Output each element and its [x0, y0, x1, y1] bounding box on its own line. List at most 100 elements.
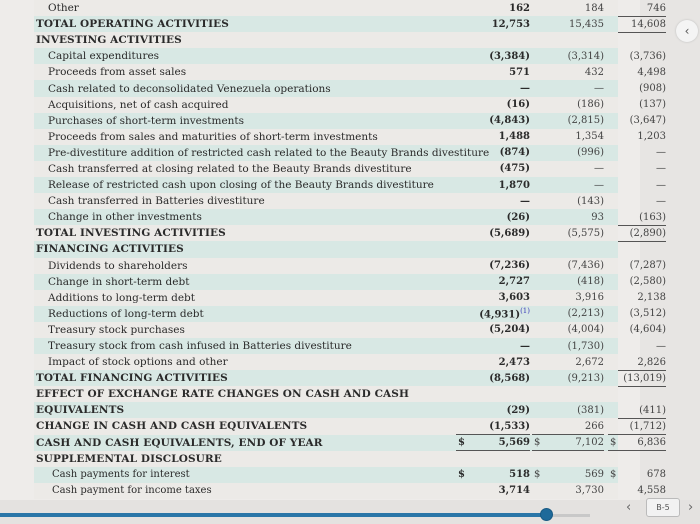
table-row: Purchases of short-term investments (4,84…: [34, 112, 666, 129]
value-cell-col1: $518: [452, 469, 530, 480]
cell-value: (2,815): [567, 115, 604, 127]
footnote-link[interactable]: (1): [520, 307, 530, 316]
cell-value: 93: [591, 211, 604, 223]
table-row: FINANCING ACTIVITIES: [34, 241, 618, 258]
cell-value: 184: [584, 2, 604, 14]
row-label: Cash transferred at closing related to t…: [48, 162, 412, 175]
table-row: TOTAL FINANCING ACTIVITIES (8,568) (9,213)…: [34, 370, 666, 387]
row-label: Cash transferred in Batteries divestitur…: [48, 195, 265, 208]
value-cell-col3: 2,826: [604, 357, 666, 371]
value-cell-col3: —: [604, 196, 666, 207]
cell-value: (137): [639, 99, 666, 111]
cell-value: —: [520, 340, 530, 352]
page-number-box[interactable]: B-5: [646, 498, 680, 517]
cell-value: (4,604): [629, 324, 666, 336]
cell-value: (163): [639, 211, 666, 223]
table-row: TOTAL OPERATING ACTIVITIES 12,753 15,435 14…: [34, 16, 666, 33]
cell-value: (9,213): [567, 372, 604, 384]
value-cell-col1: 2,727: [452, 276, 530, 287]
page-slider-thumb[interactable]: [540, 508, 553, 521]
value-cell-col3: $678: [604, 469, 666, 480]
table-row: Proceeds from asset sales 571 432 4,498: [34, 64, 666, 81]
table-row: CASH AND CASH EQUIVALENTS, END OF YEAR $5…: [34, 434, 666, 452]
section-heading: SUPPLEMENTAL DISCLOSURE: [36, 452, 222, 465]
table-row: SUPPLEMENTAL DISCLOSURE: [34, 450, 618, 467]
value-cell-col1: 571: [452, 67, 530, 78]
previous-page-button[interactable]: ‹: [626, 500, 632, 515]
value-cell-col2: (2,815): [528, 115, 604, 126]
value-cell-col3: (163): [604, 211, 666, 226]
value-cell-col2: 15,435: [528, 19, 604, 33]
row-label: Release of restricted cash upon closing …: [48, 179, 434, 192]
value-cell-col1: (4,843): [452, 115, 530, 126]
value-cell-col2: (3,314): [528, 51, 604, 62]
cell-value: (13,019): [623, 372, 666, 384]
cell-value: 4,558: [637, 485, 666, 497]
cell-value: (7,436): [567, 260, 604, 272]
table-row: Cash transferred in Batteries divestitur…: [34, 193, 666, 210]
statement-page: Other 162 184 746 TOTAL OPERATING ACTIVITIES…: [34, 2, 666, 499]
cell-value: 1,870: [498, 179, 530, 191]
table-row: Additions to long-term debt 3,603 3,916 2,1…: [34, 289, 666, 306]
value-cell-col2: 3,730: [528, 485, 604, 496]
value-cell-col1: 162: [452, 3, 530, 17]
cell-value: 5,569: [498, 437, 530, 449]
row-label: Cash related to deconsolidated Venezuela…: [48, 82, 331, 95]
value-cell-col1: 1,488: [452, 131, 530, 142]
cell-value: —: [656, 179, 666, 191]
value-cell-col1: —: [452, 196, 530, 207]
currency-symbol: $: [458, 469, 465, 481]
cell-value: 3,714: [498, 485, 530, 497]
section-heading: INVESTING ACTIVITIES: [36, 34, 182, 47]
section-heading: CASH AND CASH EQUIVALENTS, END OF YEAR: [36, 436, 323, 449]
value-cell-col2: 93: [528, 211, 604, 226]
cell-value: 3,916: [575, 292, 604, 304]
row-label: Proceeds from asset sales: [48, 66, 187, 79]
value-cell-col2: —: [528, 180, 604, 191]
cell-value: 14,608: [631, 18, 666, 30]
cell-value: —: [520, 83, 530, 95]
cell-value: —: [594, 83, 604, 95]
value-cell-col3: (13,019): [604, 372, 666, 387]
collapse-panel-button[interactable]: ‹: [676, 20, 698, 42]
cell-value: (996): [577, 147, 604, 159]
value-cell-col2: (996): [528, 147, 604, 158]
value-cell-col3: (2,580): [604, 276, 666, 287]
table-row: Change in short-term debt 2,727 (418) (2,58…: [34, 273, 666, 290]
cell-value: 678: [646, 469, 666, 481]
cell-value: (143): [577, 195, 604, 207]
value-cell-col3: 2,138: [604, 292, 666, 303]
cell-value: (1,730): [567, 340, 604, 352]
cell-value: 2,473: [498, 356, 530, 368]
value-cell-col3: —: [604, 180, 666, 191]
cell-value: (8,568): [489, 372, 530, 384]
value-cell-col2: —: [528, 163, 604, 174]
section-heading: FINANCING ACTIVITIES: [36, 243, 184, 256]
value-cell-col3: 4,498: [604, 67, 666, 78]
value-cell-col3: (137): [604, 99, 666, 110]
cell-value: (29): [506, 404, 530, 416]
section-heading: TOTAL INVESTING ACTIVITIES: [36, 227, 226, 240]
row-label: Dividends to shareholders: [48, 259, 188, 272]
row-label: Additions to long-term debt: [48, 291, 195, 304]
table-row: Release of restricted cash upon closing …: [34, 177, 666, 194]
value-cell-col1: (1,533): [452, 421, 530, 435]
table-row: Acquisitions, net of cash acquired (16) (1…: [34, 96, 666, 113]
next-page-button[interactable]: ›: [688, 500, 694, 515]
cell-value: 2,138: [637, 292, 666, 304]
value-cell-col2: (4,004): [528, 324, 604, 335]
value-cell-col3: (1,712): [604, 421, 666, 435]
value-cell-col3: 1,203: [604, 131, 666, 142]
table-row: Cash payment for income taxes 3,714 3,730 4…: [34, 482, 666, 499]
value-cell-col2: (9,213): [528, 372, 604, 387]
cell-value: 6,836: [637, 437, 666, 449]
value-cell-col2: (5,575): [528, 228, 604, 242]
row-label: Treasury stock purchases: [48, 323, 185, 336]
cell-value: 2,727: [498, 276, 530, 288]
currency-symbol: $: [610, 437, 617, 449]
cell-value: —: [656, 147, 666, 159]
value-cell-col1: (874): [452, 147, 530, 158]
cell-value: (16): [506, 99, 530, 111]
cell-value: —: [520, 195, 530, 207]
cell-value: (186): [577, 99, 604, 111]
